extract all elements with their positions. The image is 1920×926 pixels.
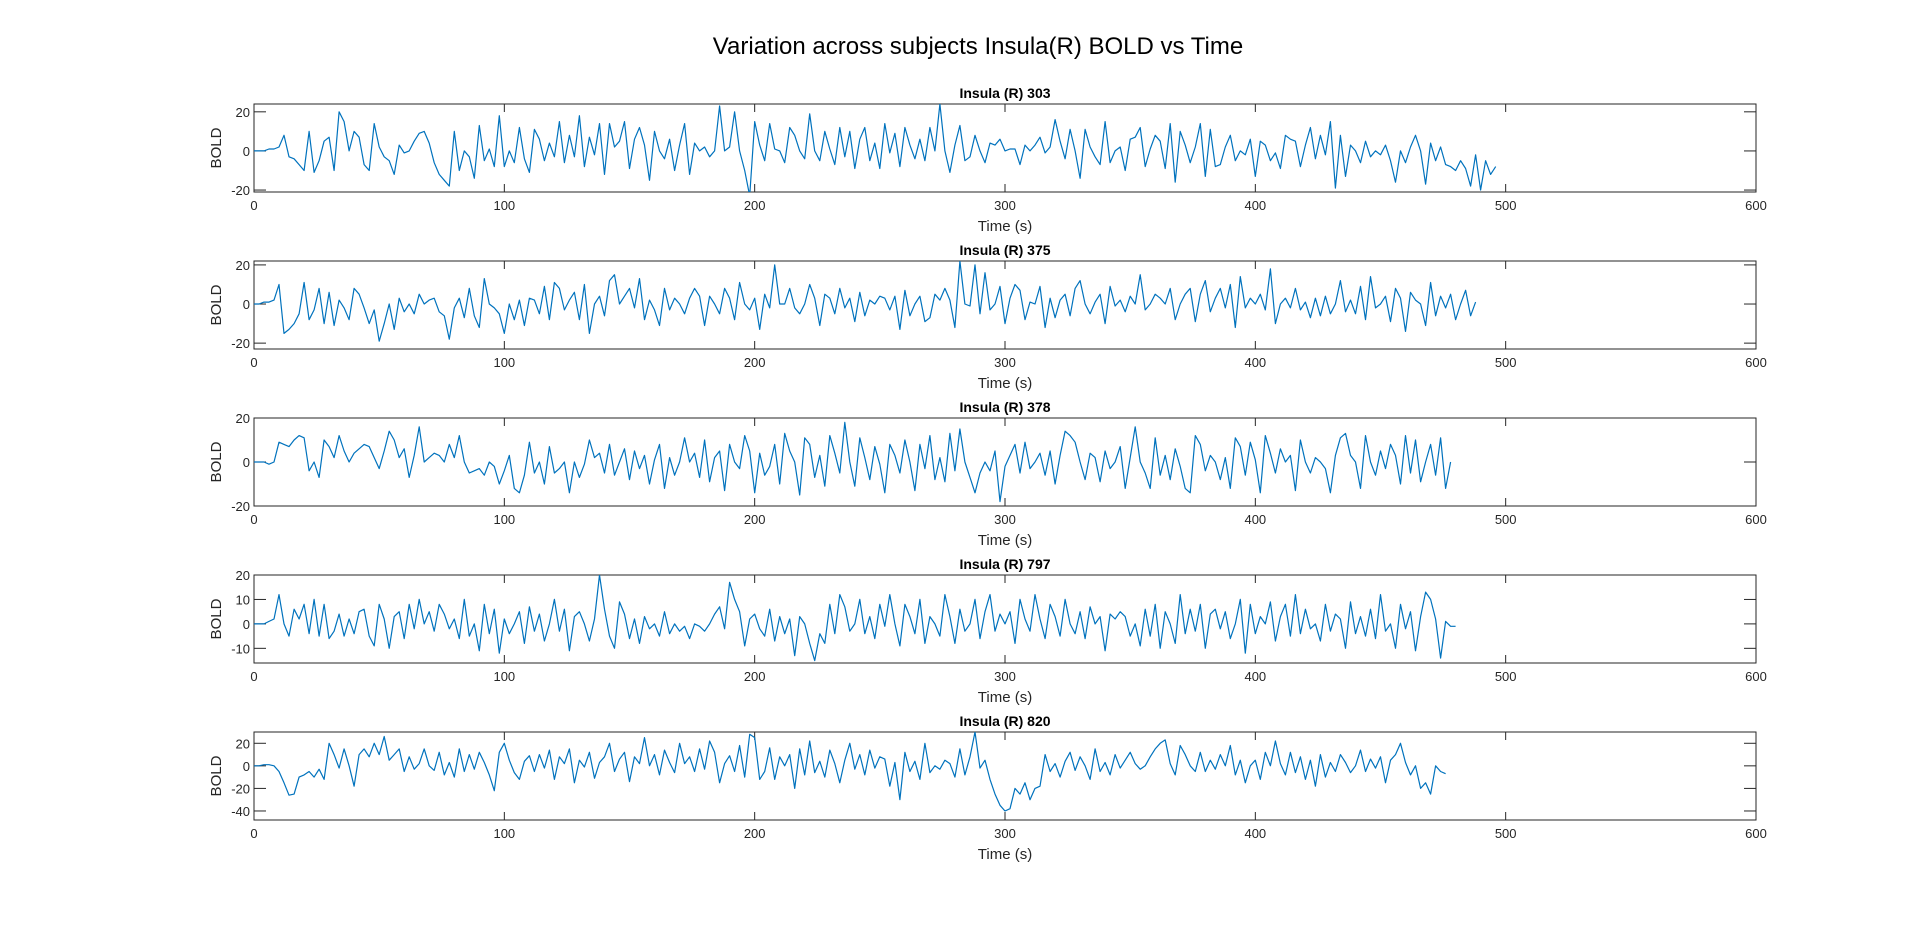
y-tick-label: 0	[243, 759, 250, 774]
y-tick-label: 0	[243, 297, 250, 312]
x-tick-label: 200	[744, 826, 766, 841]
x-tick-label: 400	[1244, 198, 1266, 213]
y-axis-label: BOLD	[208, 441, 225, 482]
y-tick-label: 20	[236, 736, 250, 751]
x-tick-label: 400	[1244, 826, 1266, 841]
bold-series-line	[254, 421, 1452, 503]
x-tick-label: 300	[994, 512, 1016, 527]
y-tick-label: 0	[243, 617, 250, 632]
x-tick-label: 200	[744, 198, 766, 213]
x-tick-label: 600	[1745, 669, 1767, 684]
x-axis-label: Time (s)	[978, 689, 1032, 706]
x-tick-label: 500	[1495, 198, 1517, 213]
x-axis-label: Time (s)	[978, 218, 1032, 235]
x-tick-label: 100	[493, 512, 515, 527]
x-axis-label: Time (s)	[978, 532, 1032, 549]
y-axis-label: BOLD	[208, 598, 225, 639]
x-tick-label: 100	[493, 826, 515, 841]
bold-series-line	[254, 104, 1497, 192]
y-tick-label: 20	[236, 411, 250, 426]
y-tick-label: 20	[236, 568, 250, 583]
x-tick-label: 600	[1745, 355, 1767, 370]
y-tick-label: -40	[231, 804, 250, 819]
x-tick-label: 100	[493, 669, 515, 684]
x-axis-label: Time (s)	[978, 375, 1032, 392]
bold-series-line	[254, 732, 1446, 812]
x-tick-label: 200	[744, 669, 766, 684]
x-tick-label: 100	[493, 355, 515, 370]
x-tick-label: 200	[744, 512, 766, 527]
x-tick-label: 400	[1244, 512, 1266, 527]
figure-title: Variation across subjects Insula(R) BOLD…	[713, 33, 1243, 60]
x-axis-label: Time (s)	[978, 846, 1032, 863]
x-tick-label: 600	[1745, 198, 1767, 213]
y-tick-label: -20	[231, 336, 250, 351]
bold-series-line	[254, 261, 1477, 342]
x-tick-label: 300	[994, 355, 1016, 370]
y-tick-label: 20	[236, 258, 250, 273]
x-tick-label: 500	[1495, 355, 1517, 370]
subplot-title: Insula (R) 820	[959, 713, 1050, 729]
x-tick-label: 0	[250, 512, 257, 527]
x-tick-label: 0	[250, 198, 257, 213]
y-tick-label: 10	[236, 592, 250, 607]
x-tick-label: 400	[1244, 355, 1266, 370]
x-tick-label: 100	[493, 198, 515, 213]
y-tick-label: 20	[236, 105, 250, 120]
x-tick-label: 0	[250, 826, 257, 841]
x-tick-label: 300	[994, 198, 1016, 213]
x-tick-label: 300	[994, 826, 1016, 841]
x-tick-label: 200	[744, 355, 766, 370]
subplot-5: Insula (R) 820 0 100 200 300 400 500 600 -40 -20 0…	[208, 713, 1767, 863]
subplot-title: Insula (R) 797	[959, 556, 1050, 572]
y-tick-label: -20	[231, 499, 250, 514]
x-tick-label: 500	[1495, 826, 1517, 841]
axes-box	[253, 417, 1757, 507]
y-axis-label: BOLD	[208, 284, 225, 325]
y-tick-label: 0	[243, 144, 250, 159]
subplot-title: Insula (R) 378	[959, 399, 1050, 415]
axes-box	[253, 103, 1757, 193]
subplot-title: Insula (R) 303	[959, 85, 1050, 101]
x-tick-label: 500	[1495, 512, 1517, 527]
x-tick-label: 500	[1495, 669, 1517, 684]
axes-box	[253, 731, 1757, 821]
x-tick-label: 300	[994, 669, 1016, 684]
x-tick-label: 600	[1745, 826, 1767, 841]
subplot-title: Insula (R) 375	[959, 242, 1050, 258]
x-tick-label: 0	[250, 355, 257, 370]
x-tick-label: 400	[1244, 669, 1266, 684]
y-axis-label: BOLD	[208, 755, 225, 796]
y-tick-label: -10	[231, 641, 250, 656]
bold-series-line	[254, 575, 1456, 662]
y-tick-label: 0	[243, 455, 250, 470]
axes-box	[253, 260, 1757, 350]
x-tick-label: 600	[1745, 512, 1767, 527]
y-axis-label: BOLD	[208, 127, 225, 168]
y-tick-label: -20	[231, 183, 250, 198]
y-tick-label: -20	[231, 781, 250, 796]
x-tick-label: 0	[250, 669, 257, 684]
